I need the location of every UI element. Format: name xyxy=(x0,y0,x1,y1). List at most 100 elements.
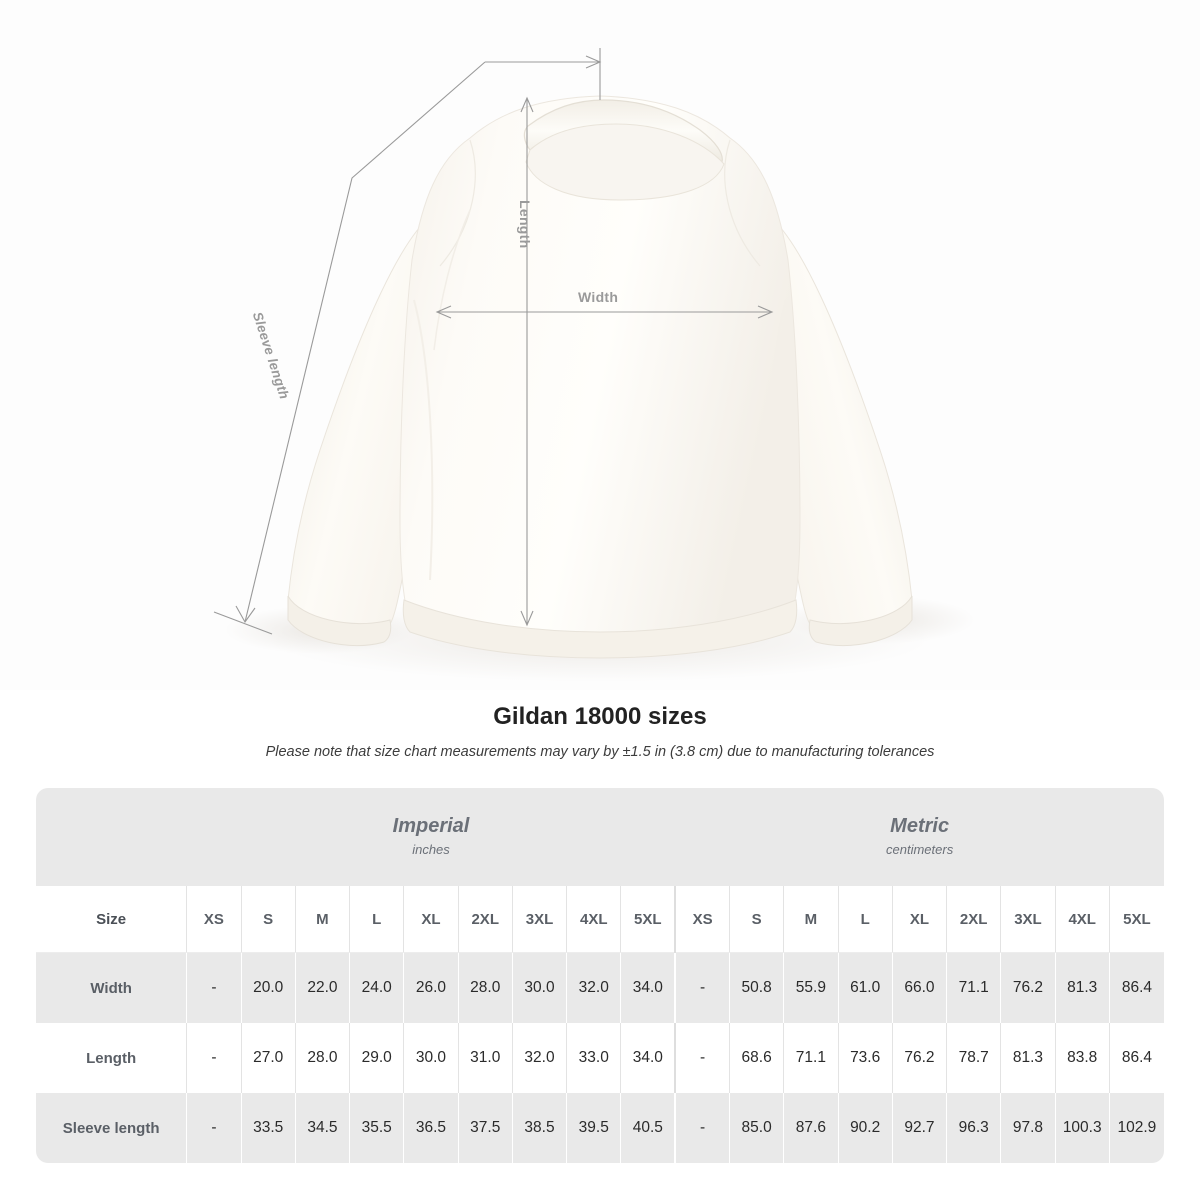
cell-width-imperial-4xl: 32.0 xyxy=(566,952,621,1023)
unit-row-spacer xyxy=(36,788,187,886)
sleeve-bottom-tick xyxy=(213,611,273,635)
cell-width-imperial-5xl: 34.0 xyxy=(620,952,676,1023)
row-label-sleeve-length: Sleeve length xyxy=(36,1093,187,1163)
size-header-metric-5xl: 5XL xyxy=(1108,886,1164,953)
cell-length-metric-xs: - xyxy=(674,1023,730,1093)
size-header-imperial-2xl: 2XL xyxy=(457,886,513,953)
size-header-imperial-l: L xyxy=(349,886,404,953)
table-row: Width - 20.0 22.0 24.0 26.0 28.0 30.0 32… xyxy=(36,952,1164,1023)
page-title: Gildan 18000 sizes xyxy=(493,703,707,730)
measurement-annotations xyxy=(213,48,774,635)
size-header-imperial-s: S xyxy=(240,886,296,953)
cell-sleeve-imperial-l: 35.5 xyxy=(349,1093,404,1163)
unit-group-metric: Metric centimeters xyxy=(675,788,1164,886)
size-header-imperial-3xl: 3XL xyxy=(511,886,567,953)
unit-group-row: Imperial inches Metric centimeters xyxy=(36,788,1164,886)
cell-width-metric-xl: 66.0 xyxy=(891,952,947,1023)
unit-group-metric-name: Metric xyxy=(890,815,950,837)
cell-sleeve-metric-l: 90.2 xyxy=(837,1093,893,1163)
cell-sleeve-metric-s: 85.0 xyxy=(728,1093,784,1163)
length-arrow-top xyxy=(520,96,534,113)
sleeve-arrow-bottom xyxy=(235,605,256,624)
cell-sleeve-imperial-s: 33.5 xyxy=(240,1093,296,1163)
size-header-metric-3xl: 3XL xyxy=(1000,886,1056,953)
cell-length-imperial-l: 29.0 xyxy=(349,1023,404,1093)
size-header-label: Size xyxy=(36,886,187,953)
size-header-imperial-xs: XS xyxy=(186,886,242,953)
cell-sleeve-imperial-xs: - xyxy=(186,1093,242,1163)
cell-width-metric-s: 50.8 xyxy=(728,952,784,1023)
row-label-length: Length xyxy=(36,1023,187,1093)
size-header-metric-xs: XS xyxy=(674,886,730,953)
cell-length-imperial-5xl: 34.0 xyxy=(620,1023,676,1093)
cell-sleeve-metric-m: 87.6 xyxy=(783,1093,839,1163)
width-arrow-left xyxy=(435,305,452,319)
cell-length-imperial-s: 27.0 xyxy=(240,1023,296,1093)
size-header-imperial-xl: XL xyxy=(403,886,459,953)
cell-sleeve-imperial-2xl: 37.5 xyxy=(457,1093,513,1163)
cell-width-imperial-3xl: 30.0 xyxy=(511,952,567,1023)
cell-width-imperial-m: 22.0 xyxy=(294,952,350,1023)
cell-sleeve-imperial-3xl: 38.5 xyxy=(511,1093,567,1163)
cell-width-imperial-xl: 26.0 xyxy=(403,952,459,1023)
cell-length-metric-s: 68.6 xyxy=(728,1023,784,1093)
size-chart-table-wrapper: Imperial inches Metric centimeters Size … xyxy=(36,788,1164,1163)
cell-length-metric-2xl: 78.7 xyxy=(946,1023,1001,1093)
width-arrow-right xyxy=(757,305,774,319)
length-arrow-bottom xyxy=(520,610,534,627)
sleeve-diagonal-line xyxy=(244,61,486,623)
size-header-imperial-m: M xyxy=(294,886,350,953)
cell-length-metric-xl: 76.2 xyxy=(891,1023,947,1093)
size-header-metric-l: L xyxy=(837,886,893,953)
cell-width-metric-2xl: 71.1 xyxy=(946,952,1001,1023)
cell-length-metric-5xl: 86.4 xyxy=(1108,1023,1164,1093)
cell-width-metric-xs: - xyxy=(674,952,730,1023)
cell-width-imperial-s: 20.0 xyxy=(240,952,296,1023)
size-header-metric-xl: XL xyxy=(891,886,947,953)
cell-length-imperial-2xl: 31.0 xyxy=(457,1023,513,1093)
cell-sleeve-metric-3xl: 97.8 xyxy=(1000,1093,1056,1163)
cell-sleeve-metric-xs: - xyxy=(674,1093,730,1163)
table-row: Length - 27.0 28.0 29.0 30.0 31.0 32.0 3… xyxy=(36,1023,1164,1093)
cell-width-imperial-2xl: 28.0 xyxy=(457,952,513,1023)
cell-sleeve-metric-xl: 92.7 xyxy=(891,1093,947,1163)
cell-sleeve-metric-2xl: 96.3 xyxy=(946,1093,1001,1163)
size-header-metric-2xl: 2XL xyxy=(946,886,1001,953)
size-header-row: Size XS S M L XL 2XL 3XL 4XL 5XL XS S M … xyxy=(36,886,1164,953)
unit-group-imperial-sub: inches xyxy=(412,842,450,857)
size-header-metric-m: M xyxy=(783,886,839,953)
cell-width-metric-5xl: 86.4 xyxy=(1108,952,1164,1023)
cell-length-metric-3xl: 81.3 xyxy=(1000,1023,1056,1093)
size-header-metric-4xl: 4XL xyxy=(1054,886,1110,953)
cell-length-imperial-m: 28.0 xyxy=(294,1023,350,1093)
product-image-panel: Width Length Sleeve length xyxy=(213,48,975,682)
cell-length-metric-4xl: 83.8 xyxy=(1054,1023,1110,1093)
size-header-metric-s: S xyxy=(728,886,784,953)
cell-sleeve-imperial-4xl: 39.5 xyxy=(566,1093,621,1163)
cell-width-metric-m: 55.9 xyxy=(783,952,839,1023)
cell-width-metric-l: 61.0 xyxy=(837,952,893,1023)
size-chart-table: Imperial inches Metric centimeters Size … xyxy=(36,788,1164,1163)
cell-length-imperial-4xl: 33.0 xyxy=(566,1023,621,1093)
cell-length-imperial-3xl: 32.0 xyxy=(511,1023,567,1093)
cell-width-imperial-xs: - xyxy=(186,952,242,1023)
size-header-imperial-4xl: 4XL xyxy=(566,886,621,953)
cell-width-metric-3xl: 76.2 xyxy=(1000,952,1056,1023)
cell-length-metric-m: 71.1 xyxy=(783,1023,839,1093)
cell-sleeve-imperial-5xl: 40.5 xyxy=(620,1093,676,1163)
cell-sleeve-metric-5xl: 102.9 xyxy=(1108,1093,1164,1163)
cell-sleeve-imperial-m: 34.5 xyxy=(294,1093,350,1163)
chart-heading-block: Gildan 18000 sizes Please note that size… xyxy=(0,700,1200,762)
length-label: Length xyxy=(517,200,533,249)
sweatshirt-illustration xyxy=(225,95,975,682)
cell-sleeve-imperial-xl: 36.5 xyxy=(403,1093,459,1163)
tolerance-note: Please note that size chart measurements… xyxy=(265,744,935,760)
cell-length-imperial-xl: 30.0 xyxy=(403,1023,459,1093)
table-row: Sleeve length - 33.5 34.5 35.5 36.5 37.5… xyxy=(36,1093,1164,1163)
cell-length-imperial-xs: - xyxy=(186,1023,242,1093)
unit-group-metric-sub: centimeters xyxy=(886,842,954,857)
unit-group-imperial: Imperial inches xyxy=(186,788,676,886)
cell-width-metric-4xl: 81.3 xyxy=(1054,952,1110,1023)
cell-length-metric-l: 73.6 xyxy=(837,1023,893,1093)
cell-sleeve-metric-4xl: 100.3 xyxy=(1054,1093,1110,1163)
